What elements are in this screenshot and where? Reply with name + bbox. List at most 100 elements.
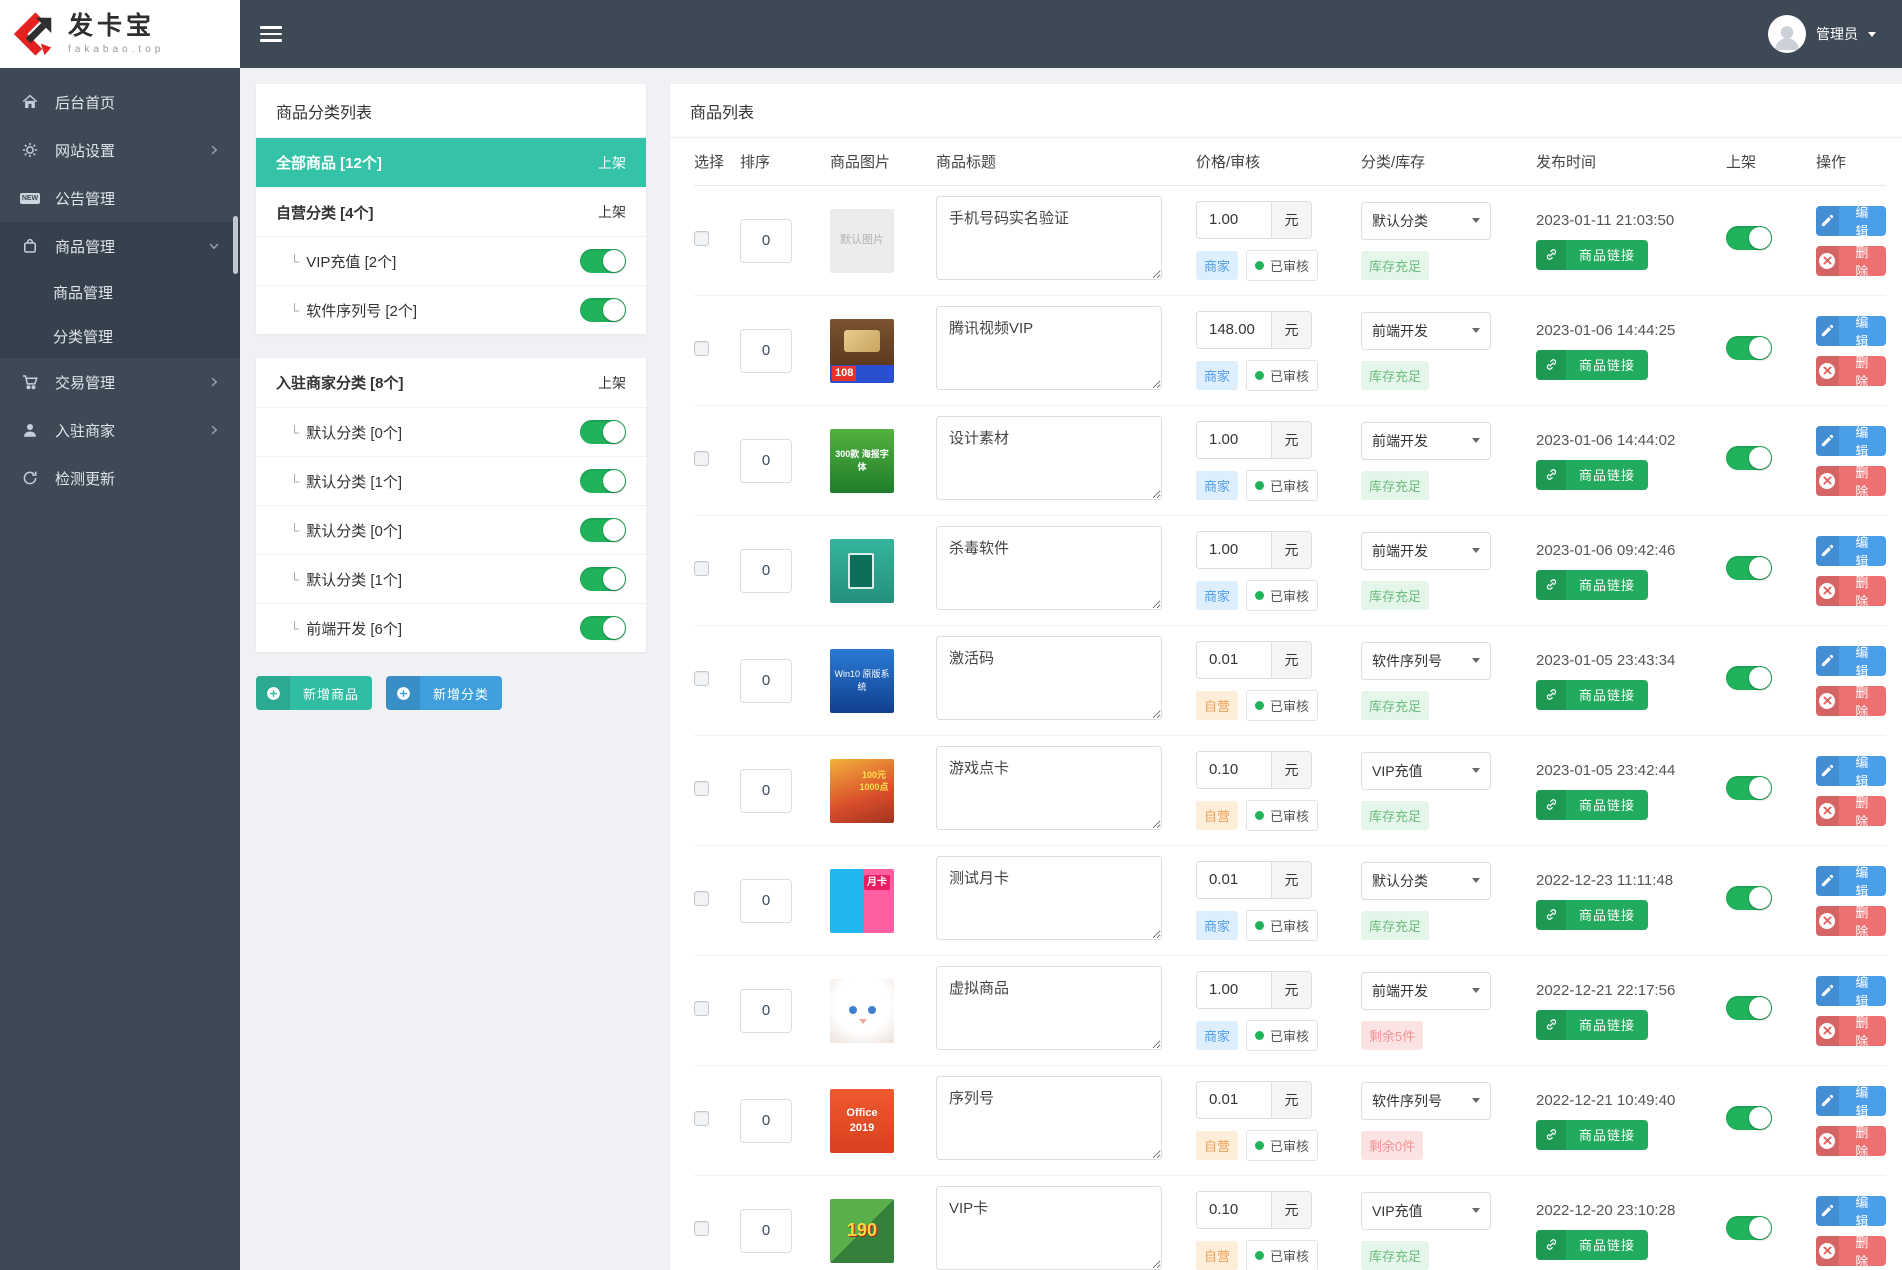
price-input[interactable] [1197, 1191, 1271, 1228]
sort-input[interactable] [740, 1098, 792, 1143]
sort-input[interactable] [740, 218, 792, 263]
sidebar-item-site-settings[interactable]: 网站设置 [0, 126, 240, 174]
category-on-shelf-toggle[interactable] [580, 298, 626, 322]
category-on-shelf-toggle[interactable] [580, 567, 626, 591]
product-link-button[interactable]: 商品链接 [1536, 789, 1649, 820]
sort-input[interactable] [740, 1208, 792, 1253]
delete-button[interactable]: 删除 [1816, 465, 1887, 496]
sidebar-scrollbar[interactable] [233, 216, 238, 274]
sort-input[interactable] [740, 438, 792, 483]
product-link-button[interactable]: 商品链接 [1536, 899, 1649, 930]
product-link-button[interactable]: 商品链接 [1536, 349, 1649, 380]
category-item[interactable]: └ VIP充值 [2个] [256, 236, 646, 285]
category-item[interactable]: └ 默认分类 [0个] [256, 505, 646, 554]
edit-button[interactable]: 编辑 [1816, 315, 1887, 346]
delete-button[interactable]: 删除 [1816, 245, 1887, 276]
sidebar-item-home[interactable]: 后台首页 [0, 78, 240, 126]
sidebar-item-trades[interactable]: 交易管理 [0, 358, 240, 406]
product-title-textarea[interactable]: 虚拟商品 [936, 966, 1162, 1050]
category-select[interactable]: 默认分类 [1361, 201, 1491, 240]
category-on-shelf-toggle[interactable] [580, 249, 626, 273]
category-item[interactable]: └ 前端开发 [6个] [256, 603, 646, 652]
product-link-button[interactable]: 商品链接 [1536, 679, 1649, 710]
category-item[interactable]: └ 默认分类 [1个] [256, 456, 646, 505]
sidebar-item-merchants[interactable]: 入驻商家 [0, 406, 240, 454]
on-shelf-toggle[interactable] [1726, 1106, 1772, 1130]
category-select[interactable]: 软件序列号 [1361, 1081, 1491, 1120]
delete-button[interactable]: 删除 [1816, 685, 1887, 716]
product-link-button[interactable]: 商品链接 [1536, 1009, 1649, 1040]
price-input[interactable] [1197, 861, 1271, 898]
on-shelf-toggle[interactable] [1726, 556, 1772, 580]
sidebar-item-announcements[interactable]: NEW 公告管理 [0, 174, 240, 222]
sort-input[interactable] [740, 988, 792, 1033]
category-item[interactable]: 自营分类 [4个] 上架 [256, 187, 646, 236]
category-select[interactable]: 前端开发 [1361, 421, 1491, 460]
category-item[interactable]: └ 默认分类 [1个] [256, 554, 646, 603]
delete-button[interactable]: 删除 [1816, 1125, 1887, 1156]
category-item[interactable]: 全部商品 [12个] 上架 [256, 138, 646, 187]
price-input[interactable] [1197, 641, 1271, 678]
category-item[interactable]: └ 默认分类 [0个] [256, 407, 646, 456]
on-shelf-toggle[interactable] [1726, 666, 1772, 690]
on-shelf-toggle[interactable] [1726, 1216, 1772, 1240]
price-input[interactable] [1197, 971, 1271, 1008]
row-checkbox[interactable] [694, 230, 709, 246]
product-title-textarea[interactable]: 测试月卡 [936, 856, 1162, 940]
delete-button[interactable]: 删除 [1816, 575, 1887, 606]
menu-toggle-icon[interactable] [260, 26, 282, 42]
sort-input[interactable] [740, 878, 792, 923]
user-menu[interactable]: 管理员 [1768, 15, 1876, 53]
category-on-shelf-toggle[interactable] [580, 616, 626, 640]
on-shelf-toggle[interactable] [1726, 446, 1772, 470]
delete-button[interactable]: 删除 [1816, 905, 1887, 936]
row-checkbox[interactable] [694, 670, 709, 686]
category-select[interactable]: 前端开发 [1361, 311, 1491, 350]
price-input[interactable] [1197, 531, 1271, 568]
edit-button[interactable]: 编辑 [1816, 975, 1887, 1006]
edit-button[interactable]: 编辑 [1816, 755, 1887, 786]
edit-button[interactable]: 编辑 [1816, 1085, 1887, 1116]
category-on-shelf-toggle[interactable] [580, 420, 626, 444]
edit-button[interactable]: 编辑 [1816, 865, 1887, 896]
sidebar-item-products[interactable]: 商品管理 [0, 222, 240, 270]
sidebar-subitem-category-manage[interactable]: 分类管理 [53, 328, 114, 346]
edit-button[interactable]: 编辑 [1816, 645, 1887, 676]
row-checkbox[interactable] [694, 890, 709, 906]
edit-button[interactable]: 编辑 [1816, 1195, 1887, 1226]
category-select[interactable]: 前端开发 [1361, 531, 1491, 570]
category-item[interactable]: └ 软件序列号 [2个] [256, 285, 646, 334]
row-checkbox[interactable] [694, 560, 709, 576]
product-title-textarea[interactable]: 游戏点卡 [936, 746, 1162, 830]
edit-button[interactable]: 编辑 [1816, 205, 1887, 236]
product-title-textarea[interactable]: 杀毒软件 [936, 526, 1162, 610]
category-select[interactable]: 默认分类 [1361, 861, 1491, 900]
row-checkbox[interactable] [694, 1110, 709, 1126]
product-title-textarea[interactable]: 腾讯视频VIP [936, 306, 1162, 390]
on-shelf-toggle[interactable] [1726, 226, 1772, 250]
edit-button[interactable]: 编辑 [1816, 425, 1887, 456]
on-shelf-toggle[interactable] [1726, 996, 1772, 1020]
delete-button[interactable]: 删除 [1816, 1015, 1887, 1046]
price-input[interactable] [1197, 201, 1271, 238]
edit-button[interactable]: 编辑 [1816, 535, 1887, 566]
delete-button[interactable]: 删除 [1816, 355, 1887, 386]
product-link-button[interactable]: 商品链接 [1536, 1119, 1649, 1150]
row-checkbox[interactable] [694, 1000, 709, 1016]
product-link-button[interactable]: 商品链接 [1536, 459, 1649, 490]
delete-button[interactable]: 删除 [1816, 1235, 1887, 1266]
category-select[interactable]: 软件序列号 [1361, 641, 1491, 680]
sort-input[interactable] [740, 658, 792, 703]
price-input[interactable] [1197, 1081, 1271, 1118]
sidebar-item-check-update[interactable]: 检测更新 [0, 454, 240, 502]
product-title-textarea[interactable]: 激活码 [936, 636, 1162, 720]
category-select[interactable]: 前端开发 [1361, 971, 1491, 1010]
on-shelf-toggle[interactable] [1726, 336, 1772, 360]
category-item[interactable]: 入驻商家分类 [8个] 上架 [256, 358, 646, 407]
product-link-button[interactable]: 商品链接 [1536, 569, 1649, 600]
price-input[interactable] [1197, 751, 1271, 788]
on-shelf-toggle[interactable] [1726, 886, 1772, 910]
price-input[interactable] [1197, 311, 1271, 348]
sort-input[interactable] [740, 328, 792, 373]
row-checkbox[interactable] [694, 1220, 709, 1236]
